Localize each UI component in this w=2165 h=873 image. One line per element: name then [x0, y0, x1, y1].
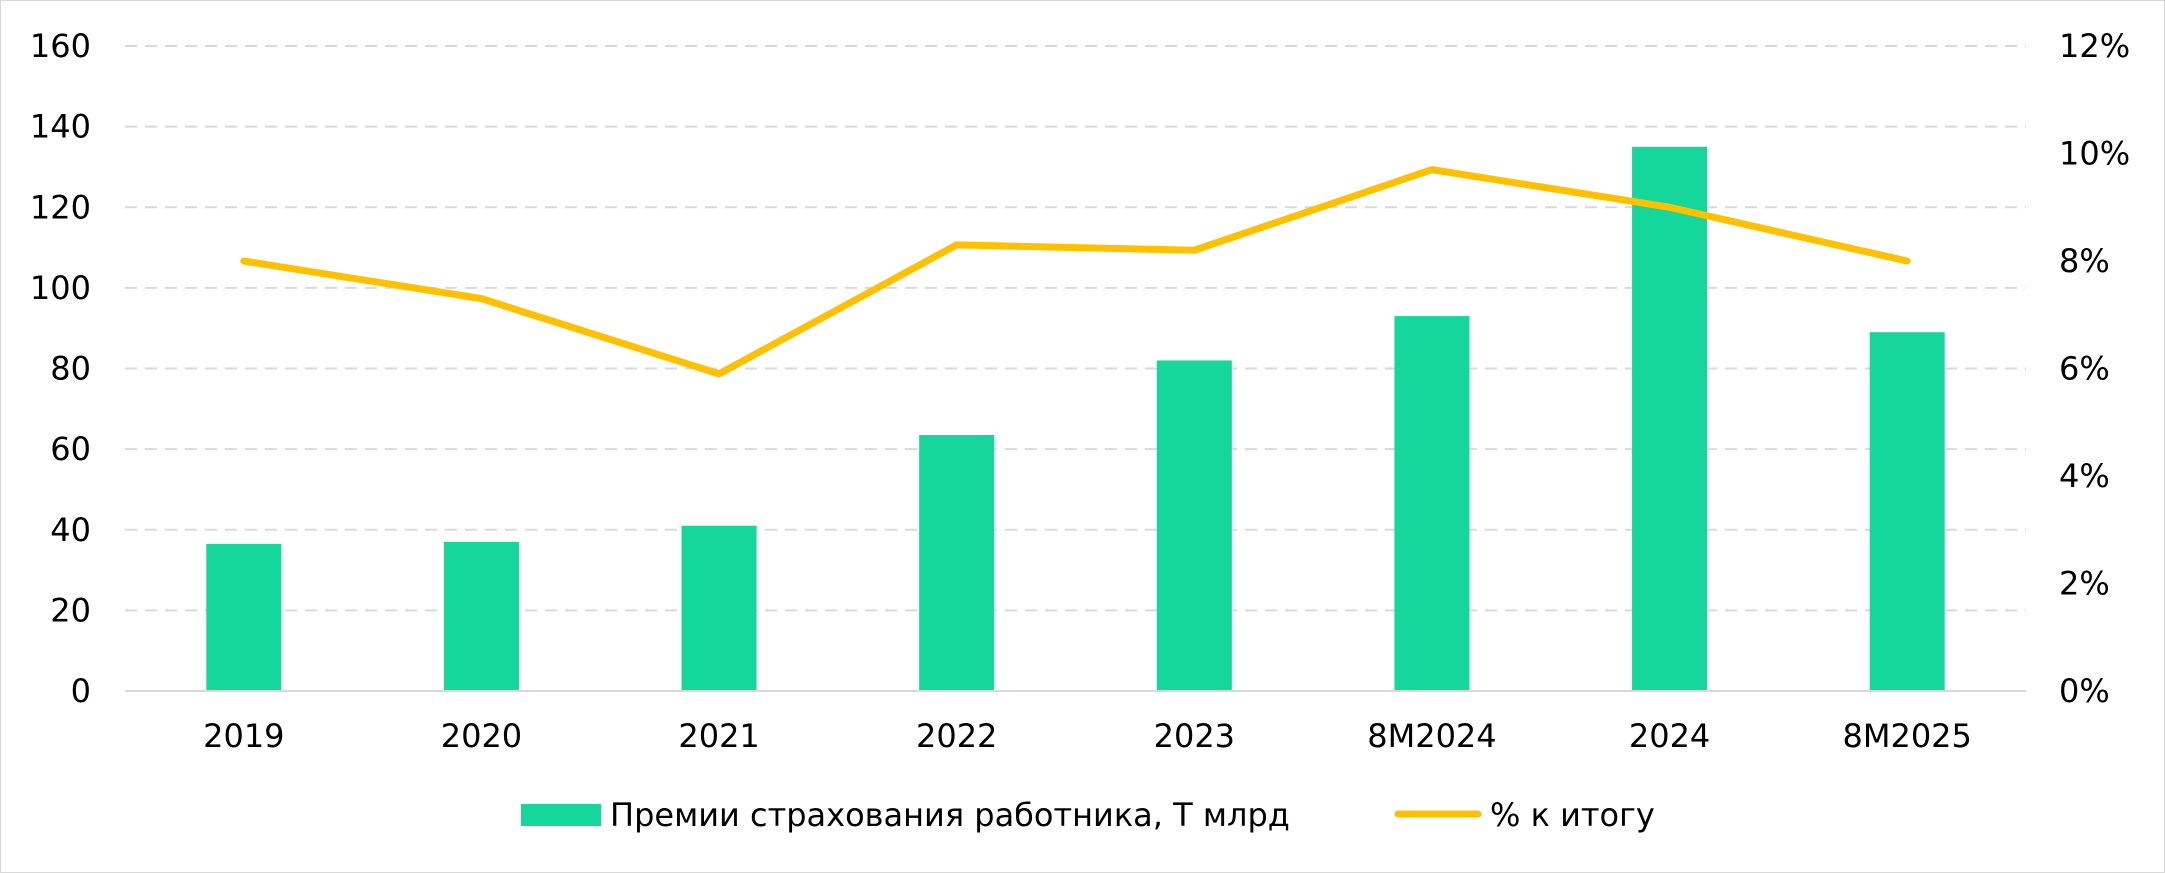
y-axis-right: 0% 2% 4% 6% 8% 10% 12% — [2059, 27, 2130, 710]
x-tick-label: 2024 — [1629, 717, 1710, 755]
y-tick-label: 60 — [50, 430, 91, 468]
y2-tick-label: 8% — [2059, 242, 2110, 280]
x-tick-label: 2019 — [203, 717, 284, 755]
x-tick-label: 2023 — [1154, 717, 1235, 755]
y-tick-label: 140 — [30, 108, 91, 146]
legend-bar-label: Премии страхования работника, Т млрд — [610, 796, 1290, 834]
x-tick-label: 2022 — [916, 717, 997, 755]
y-tick-label: 20 — [50, 591, 91, 629]
x-tick-label: 2020 — [441, 717, 522, 755]
bar-2021 — [681, 525, 757, 691]
x-tick-label: 2021 — [678, 717, 759, 755]
legend-line-label: % к итогу — [1490, 796, 1655, 834]
bar-8M2024 — [1394, 316, 1470, 691]
legend-bar-swatch — [521, 804, 601, 826]
y2-tick-label: 6% — [2059, 350, 2110, 388]
bar-2019 — [206, 543, 282, 691]
legend: Премии страхования работника, Т млрд % к… — [521, 796, 1655, 834]
y2-tick-label: 10% — [2059, 135, 2130, 173]
y-tick-label: 80 — [50, 350, 91, 388]
y-tick-label: 100 — [30, 269, 91, 307]
y2-tick-label: 0% — [2059, 672, 2110, 710]
x-axis-labels: 2019 2020 2021 2022 2023 8M2024 2024 8M2025 — [203, 717, 1972, 755]
y-tick-label: 160 — [30, 27, 91, 65]
y2-tick-label: 2% — [2059, 565, 2110, 603]
bar-2024 — [1632, 146, 1708, 691]
bar-2020 — [443, 541, 519, 691]
x-tick-label: 8M2025 — [1842, 717, 1971, 755]
bar-series — [206, 146, 1945, 691]
grid-lines — [125, 45, 2026, 612]
y-tick-label: 40 — [50, 511, 91, 549]
line-series — [240, 166, 1911, 378]
line-series-path — [240, 166, 1911, 378]
y2-tick-label: 4% — [2059, 457, 2110, 495]
y-tick-label: 120 — [30, 188, 91, 226]
x-tick-label: 8M2024 — [1367, 717, 1496, 755]
y-axis-left: 0 20 40 60 80 100 120 140 160 — [30, 27, 91, 710]
bar-2023 — [1156, 360, 1232, 691]
bar-8M2025 — [1869, 332, 1945, 691]
y-tick-label: 0 — [71, 672, 91, 710]
bar-2022 — [919, 435, 995, 691]
y2-tick-label: 12% — [2059, 27, 2130, 65]
